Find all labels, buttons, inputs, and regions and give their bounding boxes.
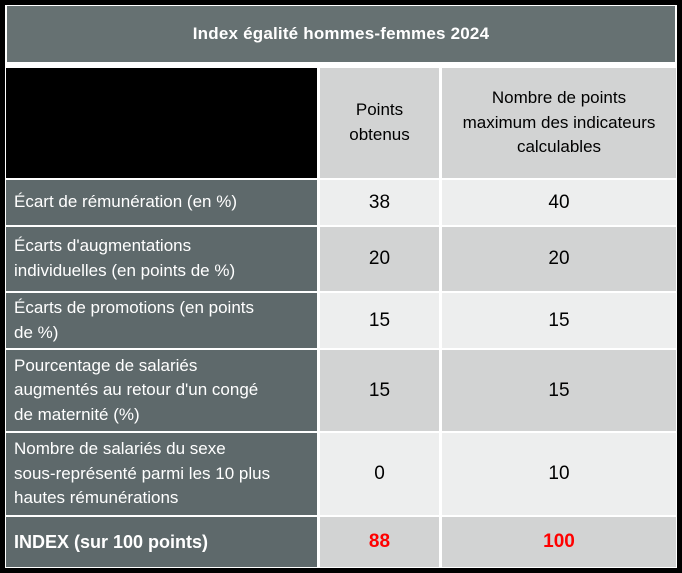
column-header-points-maximum: Nombre de points maximum des indicateurs…: [442, 68, 676, 178]
points-maximum-value: 20: [442, 227, 676, 291]
column-header-points-obtenus: Points obtenus: [320, 68, 439, 178]
points-maximum-value: 10: [442, 433, 676, 515]
row-label-index-total: INDEX (sur 100 points): [6, 517, 317, 567]
points-obtenus-value: 15: [320, 350, 439, 431]
row-label-sexe-sous-represente: Nombre de salariés du sexe sous-représen…: [6, 433, 317, 515]
index-points-obtenus-value: 88: [320, 517, 439, 567]
equality-index-table: Points obtenus Nombre de points maximum …: [6, 68, 676, 567]
points-obtenus-value: 15: [320, 293, 439, 348]
row-label-ecarts-promotions: Écarts de promotions (en points de %): [6, 293, 317, 348]
index-points-maximum-value: 100: [442, 517, 676, 567]
points-obtenus-value: 0: [320, 433, 439, 515]
points-maximum-value: 40: [442, 180, 676, 225]
points-obtenus-value: 20: [320, 227, 439, 291]
row-label-conge-maternite: Pourcentage de salariés augmentés au ret…: [6, 350, 317, 431]
row-label-ecart-remuneration: Écart de rémunération (en %): [6, 180, 317, 225]
points-obtenus-value: 38: [320, 180, 439, 225]
points-maximum-value: 15: [442, 350, 676, 431]
title-bar: Index égalité hommes-femmes 2024: [7, 6, 675, 62]
redacted-black-box: [6, 68, 317, 178]
points-maximum-value: 15: [442, 293, 676, 348]
page-title: Index égalité hommes-femmes 2024: [192, 24, 490, 43]
row-label-ecarts-augmentations: Écarts d'augmentations individuelles (en…: [6, 227, 317, 291]
title-gap: [6, 62, 676, 68]
